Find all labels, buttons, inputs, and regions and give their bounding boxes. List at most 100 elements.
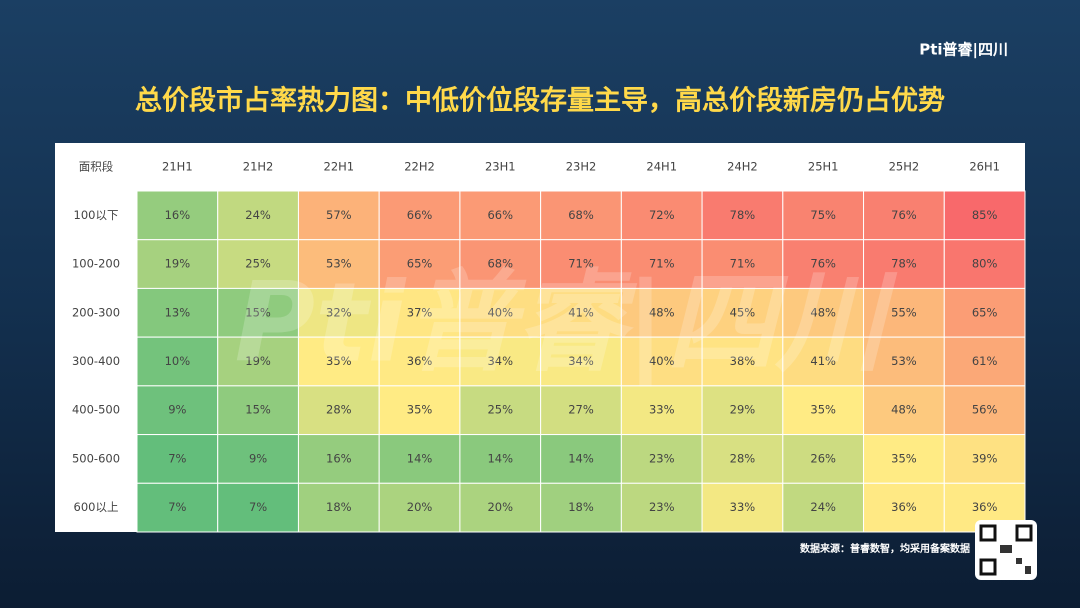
heat-cell [459, 336, 542, 387]
cell-label: 7% [168, 500, 186, 514]
cell-label: 15% [245, 305, 271, 319]
cell-label: 35% [891, 451, 917, 465]
heat-cell [863, 482, 945, 533]
column-label: 23H2 [566, 160, 597, 174]
watermark: Pti普睿|四川 [234, 258, 897, 387]
column-label: 24H1 [646, 160, 677, 174]
cell-label: 19% [165, 257, 191, 271]
cell-label: 7% [168, 451, 186, 465]
cell-label: 80% [972, 257, 998, 271]
cell-label: 18% [326, 500, 352, 514]
heat-cell [863, 190, 945, 241]
cell-label: 55% [891, 305, 917, 319]
heat-cell [217, 336, 299, 387]
qr-code [975, 520, 1037, 580]
cell-label: 71% [649, 257, 675, 271]
heat-cell [943, 336, 1026, 387]
heat-cell [378, 190, 461, 241]
cell-label: 33% [730, 500, 756, 514]
heat-cell [378, 239, 461, 289]
cell-label: 35% [407, 403, 433, 417]
heat-cell [540, 482, 622, 533]
heat-cell [782, 239, 865, 289]
cell-label: 68% [568, 208, 594, 222]
heat-cell [701, 336, 784, 387]
cell-label: 7% [249, 500, 267, 514]
cell-label: 48% [891, 403, 917, 417]
title: 总价段市占率热力图：中低价位段存量主导，高总价段新房仍占优势 [135, 85, 945, 117]
cell-label: 23% [649, 500, 675, 514]
column-label: 24H2 [727, 160, 758, 174]
cell-label: 85% [972, 208, 998, 222]
cell-label: 14% [407, 451, 433, 465]
cell-label: 65% [972, 305, 998, 319]
heat-cell [782, 482, 865, 533]
cell-label: 29% [730, 403, 756, 417]
cell-label: 24% [245, 208, 271, 222]
cell-label: 32% [326, 305, 352, 319]
heat-cell [297, 287, 380, 338]
cell-label: 13% [165, 305, 191, 319]
cell-label: 45% [730, 305, 756, 319]
row-label: 100-200 [72, 257, 120, 271]
cell-label: 26% [810, 451, 836, 465]
cell-label: 19% [245, 354, 271, 368]
heat-cell [782, 336, 865, 387]
heat-cell [620, 385, 703, 436]
cell-label: 75% [810, 208, 836, 222]
cell-label: 28% [326, 403, 352, 417]
cell-label: 24% [810, 500, 836, 514]
cell-label: 10% [165, 354, 191, 368]
cell-label: 68% [487, 257, 513, 271]
heat-cell [217, 287, 299, 338]
heat-cell [136, 239, 219, 289]
heat-cell [620, 434, 703, 484]
cell-label: 27% [568, 403, 594, 417]
column-label: 25H1 [808, 160, 839, 174]
cell-label: 41% [810, 354, 836, 368]
cell-label: 16% [165, 208, 191, 222]
column-label: 25H2 [889, 160, 920, 174]
heat-cell [782, 287, 865, 338]
cell-label: 36% [407, 354, 433, 368]
row-label: 200-300 [72, 305, 120, 319]
heat-cell [136, 482, 219, 533]
heat-cell [701, 385, 784, 436]
heat-cell [863, 239, 945, 289]
cell-label: 39% [972, 451, 998, 465]
cell-label: 35% [326, 354, 352, 368]
row-label: 500-600 [72, 451, 120, 465]
cell-label: 38% [730, 354, 756, 368]
heat-cell [459, 190, 542, 241]
heat-cell [620, 239, 703, 289]
heat-cell [297, 190, 380, 241]
cell-label: 25% [487, 403, 513, 417]
cell-label: 14% [487, 451, 513, 465]
heat-cell [378, 287, 461, 338]
cell-label: 33% [649, 403, 675, 417]
cell-label: 14% [568, 451, 594, 465]
heat-cell [782, 434, 865, 484]
heat-cell [701, 287, 784, 338]
heat-cell [863, 385, 945, 436]
cell-label: 41% [568, 305, 594, 319]
row-label: 100以下 [74, 208, 119, 222]
cell-label: 53% [891, 354, 917, 368]
heat-cell [217, 482, 299, 533]
column-label: 21H1 [162, 160, 193, 174]
heat-cell [378, 434, 461, 484]
cell-label: 9% [168, 403, 186, 417]
cell-label: 65% [407, 257, 433, 271]
heat-cell [459, 287, 542, 338]
cell-label: 15% [245, 403, 271, 417]
column-label: 22H1 [324, 160, 355, 174]
cell-label: 66% [487, 208, 513, 222]
cell-label: 71% [730, 257, 756, 271]
heat-cell [217, 385, 299, 436]
heatmap: 面积段 21H1 21H2 22H1 22H2 23H1 23H2 24H1 24H2 25H1 2… [55, 143, 1026, 533]
cell-label: 48% [649, 305, 675, 319]
cell-label: 16% [326, 451, 352, 465]
cell-label: 40% [487, 305, 513, 319]
cell-label: 76% [891, 208, 917, 222]
